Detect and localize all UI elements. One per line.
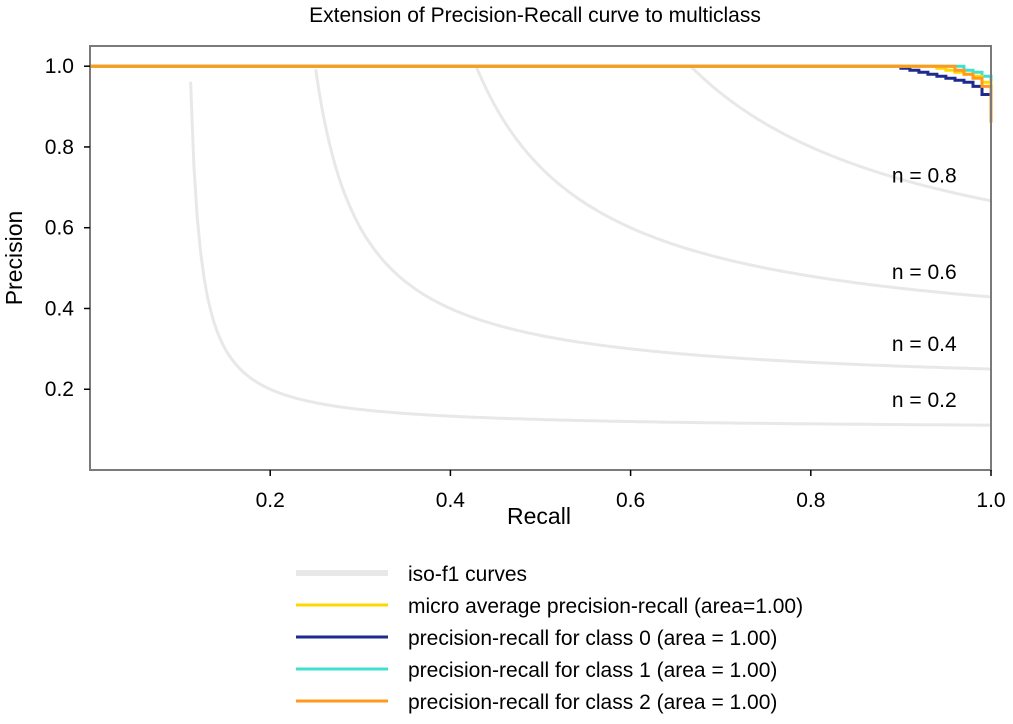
iso-f1-label: n = 0.6 [892, 261, 957, 284]
chart-title: Extension of Precision-Recall curve to m… [309, 4, 761, 27]
iso-f1-curve-0.2 [189, 81, 991, 427]
plot-area-frame [89, 45, 992, 471]
series-line-class [90, 64, 993, 91]
iso-f1-curve-0.4 [314, 69, 991, 371]
legend-label: iso-f1 curves [408, 563, 527, 586]
y-tick-label: 0.4 [45, 297, 75, 320]
iso-f1-label: n = 0.4 [892, 333, 957, 356]
legend-label: precision-recall for class 0 (area = 1.0… [408, 627, 777, 650]
y-tick-label: 0.8 [45, 136, 74, 159]
x-axis-label: Recall [507, 503, 571, 529]
y-axis-ticks: 0.2 0.4 0.6 0.8 1.0 [45, 55, 90, 401]
iso-f1-curves [189, 65, 992, 427]
iso-f1-label: n = 0.8 [892, 165, 957, 188]
legend-label: precision-recall for class 2 (area = 1.0… [408, 691, 777, 714]
y-axis-label: Precision [1, 211, 27, 306]
legend-label: precision-recall for class 1 (area = 1.0… [408, 659, 777, 682]
x-tick-label: 0.8 [796, 489, 825, 512]
iso-f1-curve-0.8 [690, 65, 992, 203]
legend-label: micro average precision-recall (area=1.0… [408, 595, 803, 618]
iso-f1-curve-0.6 [475, 66, 992, 299]
series-line-class [90, 64, 993, 83]
x-tick-label: 0.4 [436, 489, 466, 512]
y-tick-label: 0.2 [45, 378, 74, 401]
series-line-class [90, 64, 993, 103]
x-tick-label: 0.2 [256, 489, 285, 512]
y-tick-label: 1.0 [45, 55, 74, 78]
y-tick-label: 0.6 [45, 217, 74, 240]
iso-f1-labels: n = 0.2 n = 0.4 n = 0.6 n = 0.8 [892, 165, 957, 412]
series-line-class [90, 64, 993, 123]
x-tick-label: 0.6 [616, 489, 645, 512]
iso-f1-label: n = 0.2 [892, 389, 957, 412]
x-tick-label: 1.0 [976, 489, 1005, 512]
legend: iso-f1 curves micro average precision-rec… [296, 563, 803, 714]
x-axis-ticks: 0.2 0.4 0.6 0.8 1.0 [256, 470, 1006, 512]
series-lines [90, 64, 993, 123]
